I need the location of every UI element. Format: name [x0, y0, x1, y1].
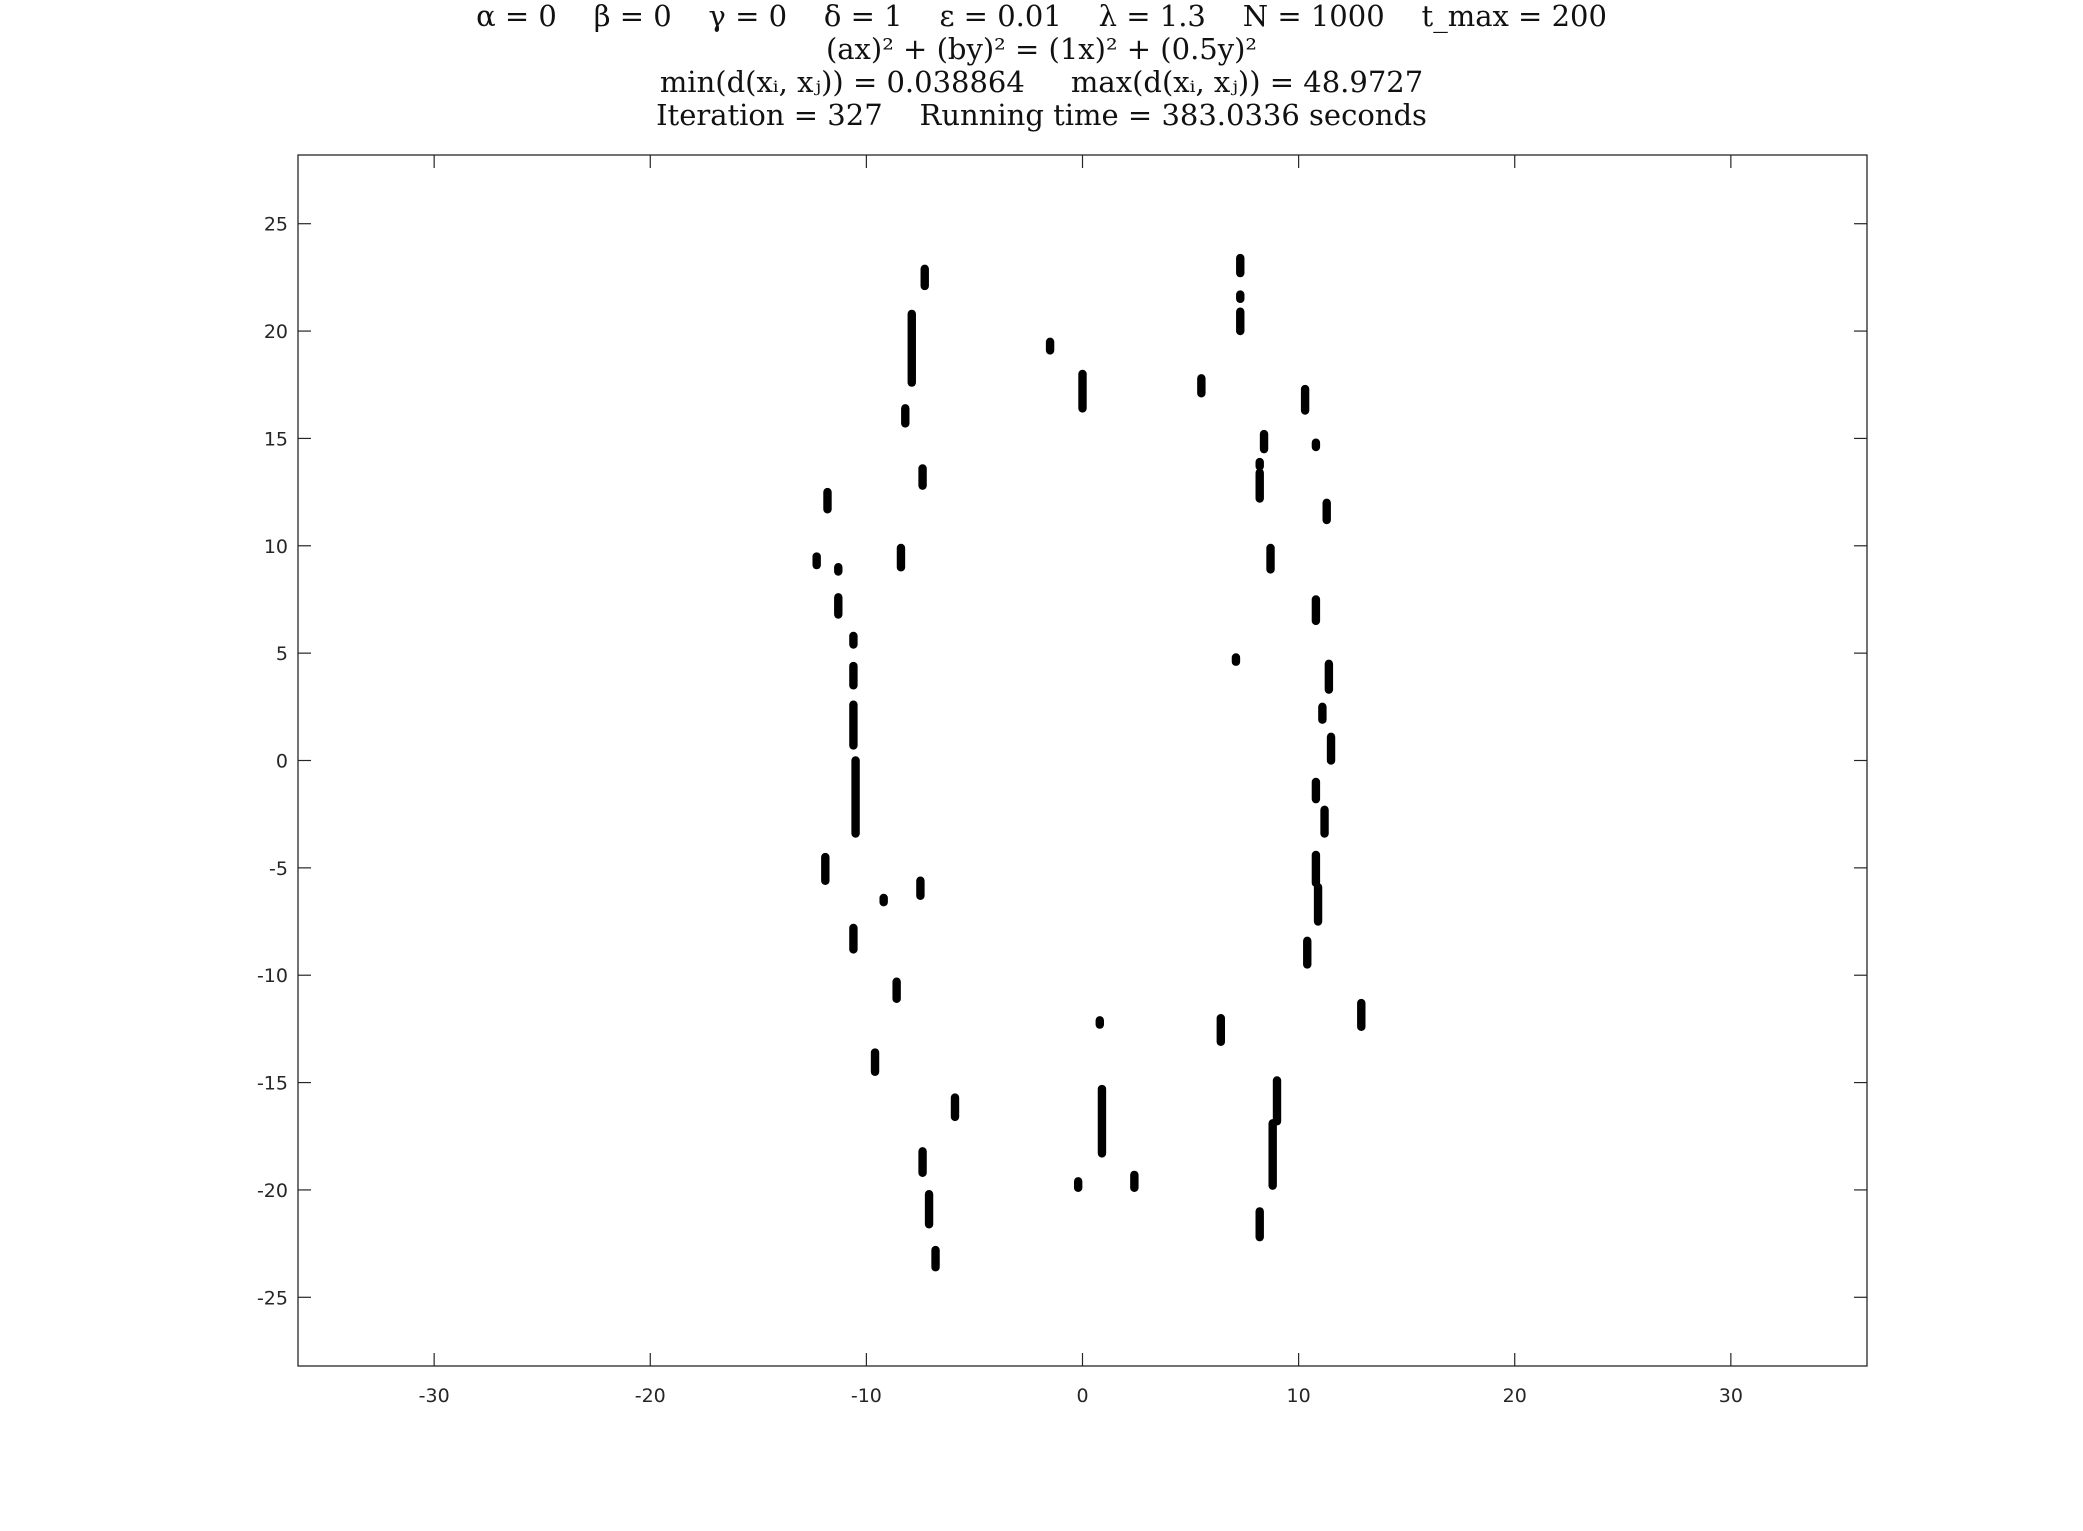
data-point-cluster — [1326, 732, 1336, 765]
y-tick-label: 20 — [264, 321, 288, 343]
data-point-cluster — [849, 631, 858, 649]
y-tick-label: 0 — [276, 751, 288, 773]
y-tick-label: 25 — [264, 214, 288, 236]
data-point-cluster — [834, 593, 843, 619]
data-points — [812, 253, 1366, 1272]
data-point-cluster — [851, 756, 860, 838]
data-point-cluster — [1236, 253, 1245, 278]
x-tick-label: 30 — [1719, 1385, 1743, 1407]
data-point-cluster — [1259, 429, 1269, 454]
data-point-cluster — [1311, 850, 1321, 888]
data-point-cluster — [1097, 1084, 1107, 1158]
data-point-cluster — [1357, 998, 1366, 1031]
data-point-cluster — [892, 977, 901, 1004]
data-point-cluster — [849, 700, 858, 750]
data-point-cluster — [1324, 659, 1334, 694]
data-point-cluster — [1095, 1016, 1104, 1029]
data-point-cluster — [1236, 307, 1245, 336]
data-point-cluster — [1216, 1013, 1226, 1046]
y-tick-label: -20 — [257, 1180, 288, 1202]
data-point-cluster — [1268, 1119, 1277, 1190]
data-point-cluster — [1255, 468, 1264, 503]
data-point-cluster — [812, 552, 821, 570]
data-point-cluster — [849, 923, 858, 954]
y-tick-label: -10 — [257, 965, 288, 987]
data-point-cluster — [1272, 1076, 1282, 1126]
axis-ticks — [298, 155, 1867, 1366]
data-point-cluster — [1078, 369, 1087, 413]
data-point-cluster — [907, 309, 916, 387]
data-point-cluster — [849, 661, 858, 690]
data-point-cluster — [1130, 1170, 1139, 1192]
data-point-cluster — [918, 464, 927, 490]
data-point-cluster — [1313, 882, 1323, 926]
x-tick-label: 20 — [1503, 1385, 1527, 1407]
data-point-cluster — [1311, 777, 1321, 804]
y-tick-label: -15 — [257, 1073, 288, 1095]
data-point-cluster — [1045, 337, 1055, 355]
data-point-cluster — [879, 893, 888, 907]
chart-title-parameters: α = 0 β = 0 γ = 0 δ = 1 ε = 0.01 λ = 1.3… — [476, 0, 1607, 33]
data-point-cluster — [1255, 1207, 1264, 1242]
data-point-cluster — [1197, 374, 1206, 398]
data-point-cluster — [918, 1147, 927, 1177]
data-point-cluster — [896, 543, 906, 572]
y-tick-label: 10 — [264, 536, 288, 558]
y-tick-labels: -25 -20 -15 -10 -5 0 5 10 15 20 25 — [257, 214, 288, 1310]
x-tick-label: -10 — [851, 1385, 882, 1407]
x-tick-label: -20 — [635, 1385, 666, 1407]
data-point-cluster — [1300, 384, 1310, 415]
data-point-cluster — [1231, 653, 1241, 666]
data-point-cluster — [1320, 805, 1329, 838]
data-point-cluster — [1318, 702, 1327, 724]
x-tick-label: 10 — [1287, 1385, 1311, 1407]
data-point-cluster — [1073, 1177, 1083, 1192]
data-point-cluster — [821, 852, 830, 885]
data-point-cluster — [823, 487, 832, 514]
data-point-cluster — [924, 1190, 934, 1229]
chart-title-distances: min(d(xᵢ, xⱼ)) = 0.038864 max(d(xᵢ, xⱼ))… — [659, 65, 1424, 99]
data-point-cluster — [834, 563, 843, 576]
data-point-cluster — [1311, 438, 1321, 452]
data-point-cluster — [1322, 498, 1331, 525]
data-point-cluster — [920, 264, 929, 291]
data-point-cluster — [870, 1048, 880, 1077]
y-tick-label: -5 — [269, 858, 288, 880]
data-point-cluster — [1255, 457, 1264, 471]
data-point-cluster — [1311, 595, 1321, 626]
axes-box — [297, 154, 1868, 1367]
y-tick-label: 5 — [276, 643, 288, 665]
chart-title-iteration: Iteration = 327 Running time = 383.0336 … — [656, 98, 1427, 132]
data-point-cluster — [1303, 936, 1312, 969]
y-tick-label: -25 — [257, 1287, 288, 1309]
data-point-cluster — [1236, 290, 1245, 304]
chart-title-block: α = 0 β = 0 γ = 0 δ = 1 ε = 0.01 λ = 1.3… — [0, 0, 2083, 132]
x-tick-label: -30 — [419, 1385, 450, 1407]
data-point-cluster — [901, 404, 910, 428]
data-point-cluster — [1266, 543, 1275, 574]
data-point-cluster — [916, 876, 925, 900]
x-tick-label: 0 — [1076, 1385, 1088, 1407]
y-tick-label: 15 — [264, 428, 288, 450]
chart-title-equation: (ax)² + (by)² = (1x)² + (0.5y)² — [825, 32, 1258, 66]
data-point-cluster — [931, 1245, 940, 1272]
x-tick-labels: -30 -20 -10 0 10 20 30 — [419, 1385, 1743, 1407]
data-point-cluster — [950, 1093, 960, 1122]
